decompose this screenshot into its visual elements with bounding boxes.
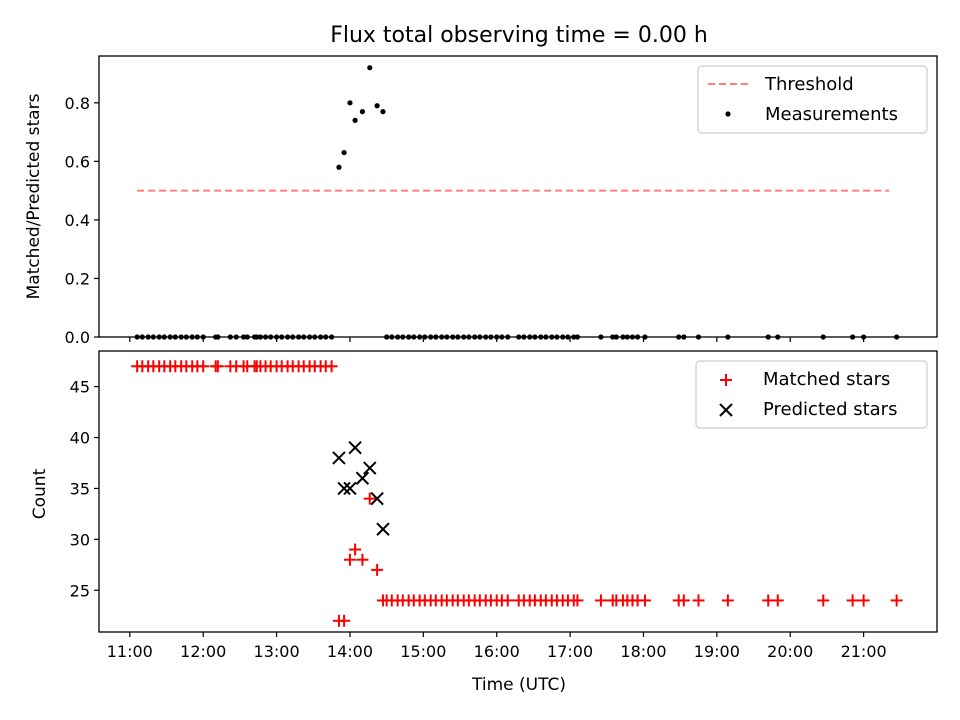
matched-stars-point (343, 553, 356, 566)
x-tick-label: 18:00 (620, 642, 666, 661)
top-legend-box (697, 65, 928, 134)
top-y-tick-label: 0.4 (65, 211, 90, 230)
measurements-point (341, 149, 347, 156)
matched-stars-point (890, 594, 903, 607)
top-y-ticks: 0.0 0.2 0.4 0.6 0.8 (65, 94, 99, 347)
matched-stars-point (677, 594, 690, 607)
legend-matched-label: Matched stars (763, 369, 890, 390)
matched-stars-point (349, 543, 362, 556)
x-tick-label: 16:00 (474, 642, 520, 661)
matched-stars-point (817, 594, 830, 607)
matched-stars-point (571, 594, 584, 607)
matched-stars-point (638, 594, 651, 607)
x-tick-label: 17:00 (547, 642, 593, 661)
legend-predicted-swatch (719, 403, 733, 417)
x-tick-label: 12:00 (180, 642, 226, 661)
x-tick-label: 19:00 (694, 642, 740, 661)
matched-stars-point (197, 360, 210, 373)
bottom-y-tick-label: 45 (70, 378, 90, 397)
predicted-stars-point (337, 481, 351, 496)
x-tick-label: 15:00 (400, 642, 446, 661)
bottom-y-ticks: 25 30 35 40 45 (70, 378, 99, 600)
top-axes: 0.00.20.40.60.8 Matched/Predicted stars … (24, 55, 938, 347)
matched-stars-point (771, 594, 784, 607)
bottom-y-tick-label: 35 (70, 479, 90, 498)
measurements-point (352, 117, 358, 123)
matched-stars-point (501, 594, 514, 607)
bottom-axes-frame (98, 350, 938, 633)
legend-measurements-label: Measurements (765, 104, 898, 125)
bottom-legend-box (695, 360, 928, 429)
legend-predicted-label: Predicted stars (763, 399, 897, 420)
predicted-stars-point (348, 441, 362, 455)
matched-stars-point (846, 594, 859, 607)
matched-stars-point (356, 553, 369, 566)
top-x-ticks (129, 337, 865, 342)
x-tick-label: 11:00 (107, 642, 153, 661)
bottom-x-ticks: 11:00 12:00 13:00 14:00 15:00 16:00 17:00 18:00… (107, 632, 887, 661)
matched-stars-point (721, 594, 734, 607)
legend-measurements-swatch (725, 111, 731, 117)
predicted-stars-point (376, 522, 390, 536)
predicted-stars-point (355, 471, 370, 485)
measurements-point (336, 164, 342, 170)
x-axis-label: Time (UTC) (471, 675, 566, 695)
x-tick-label: 21:00 (841, 642, 887, 661)
top-y-axis-label: Matched/Predicted stars (24, 93, 44, 299)
top-y-tick-label: 0.6 (65, 152, 90, 171)
top-y-tick-label: 0.0 (65, 328, 90, 347)
matched-stars-point (857, 594, 870, 607)
bottom-axes: 25 30 35 40 45 11:00 12:00 13:00 14:00 15:00 16:0… (30, 350, 938, 695)
bottom-y-axis-label: Count (30, 468, 50, 519)
bottom-y-tick-label: 30 (70, 530, 90, 549)
measurements-point (380, 109, 386, 115)
matched-stars-point (325, 360, 338, 373)
top-y-tick-label: 0.8 (65, 94, 90, 113)
legend-matched-swatch (720, 374, 732, 386)
matched-stars-point (594, 594, 607, 607)
predicted-stars-point (343, 481, 357, 496)
top-plot-area (134, 65, 900, 340)
x-tick-label: 20:00 (767, 642, 813, 661)
x-tick-label: 14:00 (327, 642, 373, 661)
matched-stars-point (371, 563, 384, 576)
x-tick-label: 13:00 (254, 642, 300, 661)
matched-stars-point (211, 360, 224, 373)
chart-title: Flux total observing time = 0.00 h (330, 23, 708, 48)
predicted-stars-point (370, 491, 384, 506)
matched-stars-point (692, 594, 705, 607)
predicted-stars-point (363, 461, 377, 475)
bottom-legend: Matched stars Predicted stars (695, 360, 928, 429)
measurements-point (374, 103, 380, 109)
bottom-y-tick-label: 40 (70, 429, 90, 448)
measurements-point (347, 100, 353, 106)
predicted-stars-point (332, 451, 346, 465)
top-axes-frame (98, 55, 938, 338)
measurements-point (367, 65, 373, 71)
measurements-point (359, 109, 366, 115)
bottom-plot-area (131, 360, 903, 627)
bottom-y-tick-label: 25 (70, 581, 90, 600)
top-legend: Threshold Measurements (697, 65, 928, 134)
top-y-tick-label: 0.2 (65, 269, 90, 288)
matched-stars-point (338, 614, 351, 627)
matched-stars-point (363, 492, 376, 505)
legend-threshold-label: Threshold (764, 74, 854, 95)
